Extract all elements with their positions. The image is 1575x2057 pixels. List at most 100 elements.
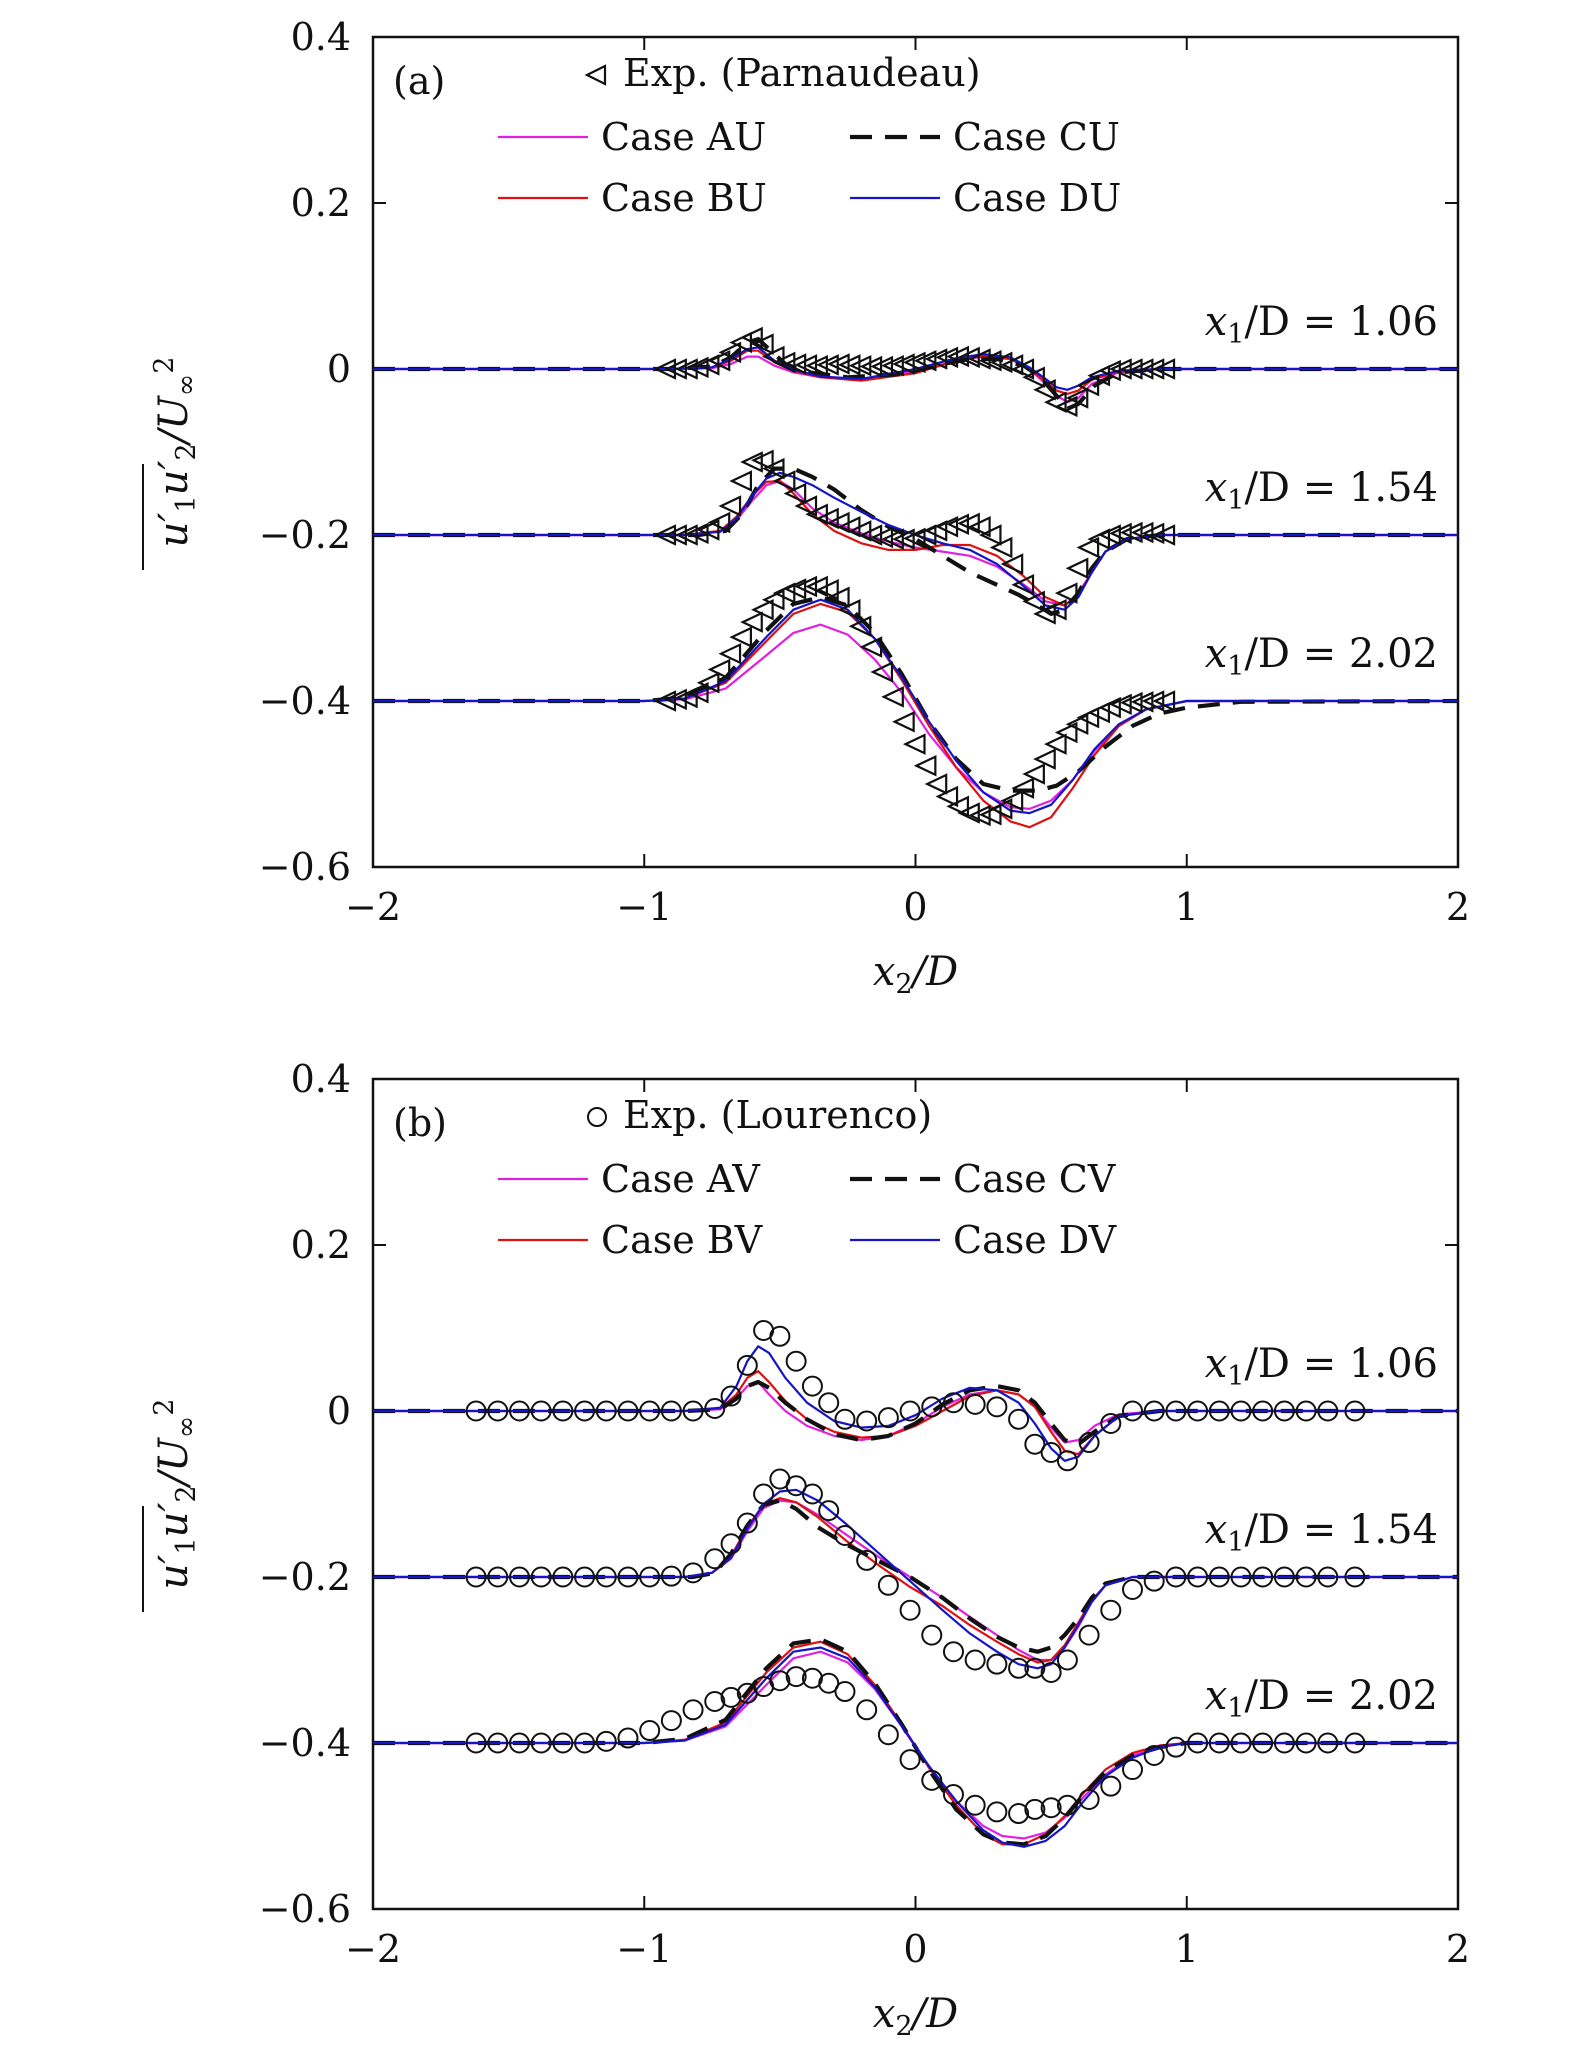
series-case-b-line xyxy=(373,602,1458,829)
exp-point xyxy=(1033,379,1056,401)
exp-point xyxy=(718,642,742,665)
exp-point xyxy=(946,795,970,818)
exp-point xyxy=(552,1566,574,1588)
exp-point xyxy=(1119,691,1143,714)
exp-point xyxy=(729,626,753,648)
exp-point xyxy=(794,354,818,376)
exp-point xyxy=(1317,1400,1339,1422)
exp-point xyxy=(751,598,774,621)
exp-point xyxy=(946,513,970,535)
exp-point xyxy=(1130,358,1154,380)
exp-point xyxy=(1098,359,1121,382)
exp-point xyxy=(704,1548,726,1570)
exp-point xyxy=(921,1624,943,1646)
exp-point xyxy=(1024,1657,1046,1679)
data-area: x1/D = 1.06 x1/D = 1.54 x1/D = 2.02 xyxy=(373,1319,1458,1848)
exp-point xyxy=(881,528,904,550)
exp-point xyxy=(1143,1744,1165,1766)
exp-point xyxy=(617,1400,639,1422)
exp-point xyxy=(761,345,785,368)
exp-point xyxy=(957,802,980,824)
series-case-b-line xyxy=(373,1370,1458,1456)
exp-point xyxy=(1141,358,1165,380)
exp-point xyxy=(718,341,742,364)
exp-point xyxy=(508,1732,530,1754)
exp-point xyxy=(968,804,991,827)
exp-point xyxy=(720,1686,742,1708)
legend-exp-marker xyxy=(587,1107,607,1127)
exp-point xyxy=(834,1525,856,1546)
exp-point xyxy=(682,1562,704,1584)
legend-exp-label: Exp. (Parnaudeau) xyxy=(623,51,981,95)
exp-point xyxy=(877,1724,899,1746)
exp-point xyxy=(1109,358,1132,380)
exp-point xyxy=(785,1350,807,1372)
exp-point xyxy=(1022,590,1045,613)
exp-point xyxy=(978,349,1002,372)
exp-point xyxy=(989,536,1013,559)
exp-point xyxy=(1109,522,1132,545)
exp-point xyxy=(1141,690,1165,712)
x-axis-label: x2/D xyxy=(873,949,958,1000)
legend-case-d-label: Case DV xyxy=(953,1218,1117,1262)
exp-point xyxy=(487,1400,509,1422)
exp-point xyxy=(1165,1736,1187,1758)
exp-point xyxy=(530,1566,552,1588)
exp-point xyxy=(530,1732,552,1754)
station-0: x1/D = 1.06 xyxy=(373,299,1458,418)
x-tick-label: −1 xyxy=(616,1927,672,1971)
exp-point xyxy=(1273,1400,1295,1422)
legend: Exp. (Lourenco) Case AV Case CV Case BV Case… xyxy=(498,1093,1117,1262)
exp-point xyxy=(902,733,926,755)
exp-point xyxy=(487,1566,509,1588)
exp-point xyxy=(1122,1759,1143,1781)
exp-point xyxy=(924,773,948,795)
series-case-a-line xyxy=(373,623,1458,811)
exp-point xyxy=(1098,524,1121,546)
exp-point xyxy=(1065,557,1089,579)
series-case-c-line xyxy=(373,1498,1458,1654)
legend-case-b-label: Case BV xyxy=(601,1218,763,1262)
exp-point xyxy=(1054,395,1078,418)
exp-point xyxy=(660,1400,682,1422)
exp-point xyxy=(1230,1732,1252,1754)
exp-point xyxy=(856,1549,878,1571)
exp-point xyxy=(848,615,872,638)
exp-point xyxy=(617,1727,639,1749)
exp-point xyxy=(892,353,915,375)
data-area: x1/D = 1.06 x1/D = 1.54 x1/D = 2.02 xyxy=(373,299,1458,829)
exp-point xyxy=(552,1732,574,1754)
exp-point xyxy=(964,1393,986,1415)
panel-label: (a) xyxy=(393,59,445,103)
exp-point xyxy=(772,351,796,374)
exp-point xyxy=(1011,358,1035,380)
exp-point xyxy=(1065,713,1089,735)
legend-case-a-label: Case AU xyxy=(601,115,766,159)
exp-point xyxy=(718,495,742,517)
exp-point xyxy=(1056,1649,1078,1671)
x-tick-label: 2 xyxy=(1446,1927,1470,1971)
exp-point xyxy=(1208,1732,1230,1754)
exp-point xyxy=(935,346,959,369)
exp-point xyxy=(881,686,904,708)
exp-point xyxy=(1122,1578,1143,1600)
exp-point xyxy=(1033,748,1056,770)
exp-point xyxy=(881,354,904,377)
y-tick-label: 0.4 xyxy=(291,1057,351,1101)
exp-point xyxy=(1022,763,1045,785)
exp-point xyxy=(1295,1566,1317,1588)
exp-point xyxy=(978,803,1002,826)
exp-point xyxy=(1252,1400,1274,1422)
legend-case-b-label: Case BU xyxy=(601,176,767,220)
exp-point xyxy=(1043,733,1067,755)
series-case-d-line xyxy=(373,346,1458,391)
exp-point xyxy=(1208,1566,1230,1588)
exp-point xyxy=(1043,598,1067,621)
y-tick-label: 0.4 xyxy=(291,15,351,59)
exp-point xyxy=(1317,1566,1339,1588)
exp-point xyxy=(639,1720,661,1742)
exp-point xyxy=(1152,690,1176,712)
exp-point xyxy=(720,1533,742,1555)
exp-point xyxy=(1295,1400,1317,1422)
exp-point xyxy=(837,354,861,376)
